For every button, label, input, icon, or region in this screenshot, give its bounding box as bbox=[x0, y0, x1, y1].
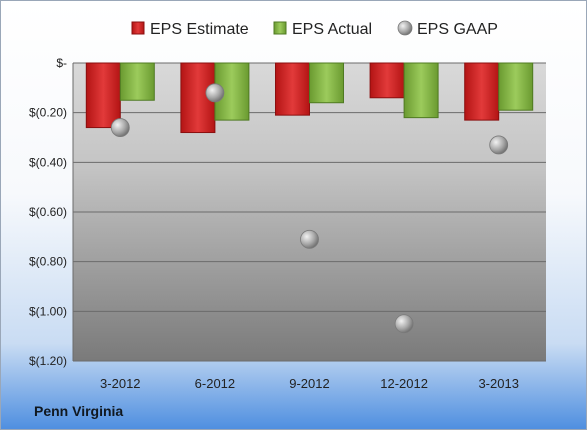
y-tick-label: $(0.60) bbox=[29, 205, 67, 219]
eps-estimate-bar bbox=[369, 62, 405, 99]
eps-actual-bar bbox=[309, 62, 344, 104]
y-tick-label: $(1.20) bbox=[29, 354, 67, 368]
x-category-label: 9-2012 bbox=[289, 376, 329, 391]
eps-estimate-bar bbox=[275, 62, 310, 116]
y-tick-label: $(0.20) bbox=[29, 106, 67, 120]
eps-actual-bar bbox=[498, 62, 534, 111]
legend: EPS Estimate EPS Actual EPS GAAP bbox=[131, 20, 498, 38]
eps-gaap-point bbox=[394, 314, 414, 334]
eps-estimate-bar bbox=[464, 62, 500, 121]
x-category-label: 12-2012 bbox=[380, 376, 428, 391]
y-tick-label: $- bbox=[56, 56, 67, 70]
y-tick-label: $(0.40) bbox=[29, 155, 67, 169]
eps-actual-bar bbox=[119, 62, 155, 101]
eps-actual-bar bbox=[403, 62, 439, 119]
legend-label: EPS GAAP bbox=[417, 21, 498, 38]
x-axis-labels: 3-2012 6-2012 9-2012 12-2012 3-2013 bbox=[100, 376, 519, 391]
eps-gaap-point bbox=[489, 135, 509, 155]
x-category-label: 6-2012 bbox=[195, 376, 235, 391]
gaap-points bbox=[110, 83, 509, 334]
legend-estimate-icon bbox=[131, 21, 145, 35]
eps-estimate-bar bbox=[85, 62, 121, 129]
eps-gaap-point bbox=[300, 229, 319, 249]
legend-label: EPS Actual bbox=[292, 21, 372, 38]
y-tick-label: $(0.80) bbox=[29, 255, 67, 269]
y-tick-label: $(1.00) bbox=[29, 304, 67, 318]
x-category-label: 3-2012 bbox=[100, 376, 140, 391]
x-category-label: 3-2013 bbox=[478, 376, 518, 391]
legend-gaap-icon bbox=[397, 20, 413, 36]
eps-gaap-point bbox=[205, 83, 225, 103]
company-name: Penn Virginia bbox=[34, 403, 124, 419]
legend-actual-icon bbox=[273, 21, 287, 35]
eps-gaap-point bbox=[110, 118, 130, 137]
legend-label: EPS Estimate bbox=[150, 21, 249, 38]
y-axis-ticks: $- $(0.20) $(0.40) $(0.60) $(0.80) $(1.00) $(1… bbox=[29, 56, 67, 368]
